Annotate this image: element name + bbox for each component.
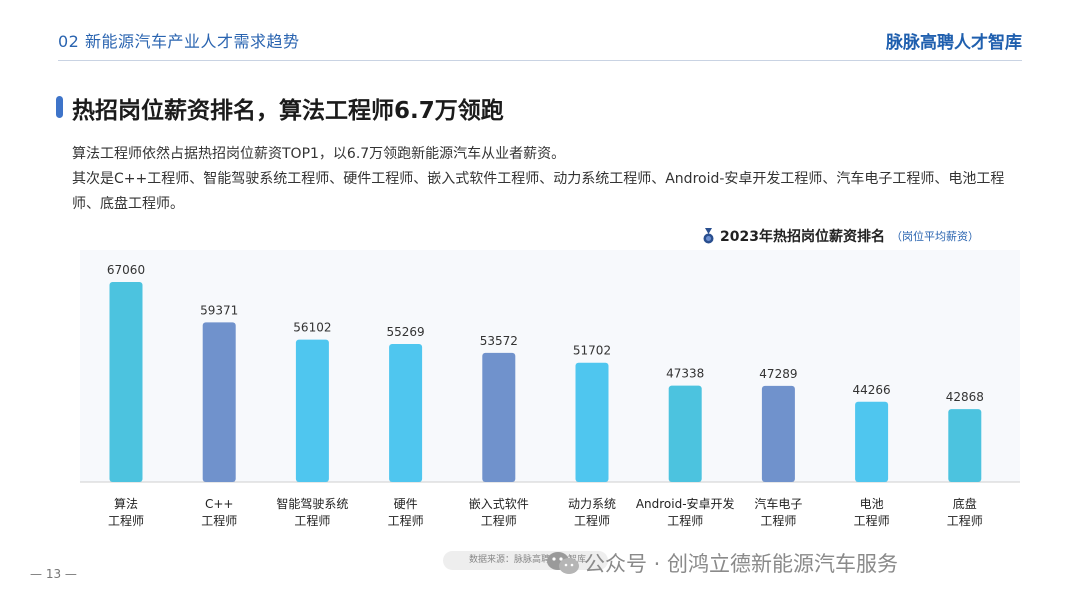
category-label-7-0: 汽车电子: [754, 496, 802, 511]
category-label-3-1: 工程师: [388, 513, 424, 528]
bar-value-label-2: 56102: [293, 321, 331, 335]
bar-8: [855, 401, 889, 482]
intro-line-2: 其次是C++工程师、智能驾驶系统工程师、硬件工程师、嵌入式软件工程师、动力系统工…: [72, 171, 1005, 212]
category-label-6-0: Android-安卓开发: [636, 496, 735, 511]
bar-value-label-9: 42868: [946, 390, 984, 404]
chart-note: （岗位平均薪资）: [890, 230, 979, 243]
bar-value-label-4: 53572: [480, 334, 518, 348]
section-header: 02 新能源汽车产业人才需求趋势: [58, 32, 300, 51]
bar-value-label-0: 67060: [107, 263, 145, 277]
chart-title-text: 2023年热招岗位薪资排名: [720, 229, 885, 245]
intro-text: 算法工程师依然占据热招岗位薪资TOP1，以6.7万领跑新能源汽车从业者薪资。 其…: [72, 142, 1022, 217]
bar-9: [948, 409, 982, 482]
wechat-icon: [547, 552, 579, 574]
category-label-9-0: 底盘: [953, 496, 977, 511]
watermark: 公众号 · 创鸿立德新能源汽车服务: [546, 548, 898, 578]
category-label-8-1: 工程师: [854, 513, 890, 528]
bar-value-label-8: 44266: [853, 383, 891, 397]
category-label-9-1: 工程师: [947, 513, 983, 528]
category-label-2-1: 工程师: [294, 513, 330, 528]
bar-value-label-7: 47289: [759, 367, 797, 381]
bar-5: [575, 362, 609, 482]
category-label-3-0: 硬件: [394, 497, 418, 511]
chart-title: 2023年热招岗位薪资排名 （岗位平均薪资）: [702, 226, 979, 246]
category-label-5-1: 工程师: [574, 513, 610, 528]
category-label-5-0: 动力系统: [568, 497, 616, 511]
bar-value-label-5: 51702: [573, 344, 611, 358]
category-label-1-0: C++: [205, 497, 234, 511]
category-label-6-1: 工程师: [667, 513, 703, 528]
header-divider: [58, 60, 1022, 61]
watermark-text: 公众号 · 创鸿立德新能源汽车服务: [584, 552, 899, 576]
bar-3: [389, 343, 423, 482]
brand-name: 脉脉高聘人才智库: [886, 33, 1022, 53]
category-label-2-0: 智能驾驶系统: [276, 496, 348, 511]
category-label-1-1: 工程师: [201, 513, 237, 528]
title-accent-bar: [56, 96, 63, 118]
medal-icon: [703, 228, 714, 244]
category-label-7-1: 工程师: [760, 513, 796, 528]
category-label-0-1: 工程师: [108, 513, 144, 528]
page-title: 热招岗位薪资排名，算法工程师6.7万领跑: [72, 98, 504, 124]
page-number: — 13 —: [30, 567, 77, 581]
bar-1: [202, 322, 236, 482]
category-label-8-0: 电池: [860, 497, 884, 511]
category-label-0-0: 算法: [114, 496, 138, 511]
category-label-4-0: 嵌入式软件: [469, 497, 529, 511]
bar-7: [761, 385, 795, 482]
bar-value-label-3: 55269: [387, 325, 425, 339]
bar-value-label-6: 47338: [666, 367, 704, 381]
intro-line-1: 算法工程师依然占据热招岗位薪资TOP1，以6.7万领跑新能源汽车从业者薪资。: [72, 146, 566, 162]
bar-2: [295, 339, 329, 482]
bar-value-label-1: 59371: [200, 303, 238, 317]
bar-4: [482, 352, 516, 482]
category-label-4-1: 工程师: [481, 513, 517, 528]
bar-6: [668, 385, 702, 482]
bar-0: [109, 282, 143, 482]
